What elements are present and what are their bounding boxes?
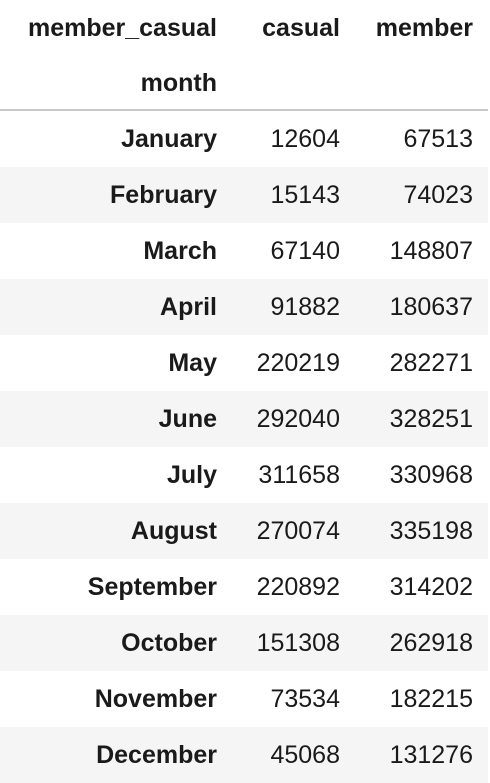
header-divider [0, 109, 488, 111]
cell-member: 67513 [403, 125, 473, 153]
cell-casual: 67140 [270, 237, 340, 265]
cell-casual: 270074 [256, 517, 340, 545]
row-index-month: November [94, 685, 217, 713]
cell-casual: 292040 [256, 405, 340, 433]
row-index-month: April [160, 293, 217, 321]
row-index-month: September [87, 573, 217, 601]
cell-member: 282271 [389, 349, 473, 377]
cell-member: 180637 [389, 293, 473, 321]
row-index-month: January [121, 125, 217, 153]
table-row: July 311658 330968 [0, 447, 488, 503]
header-row-index-name: month [0, 55, 488, 111]
row-index-month: August [130, 517, 217, 545]
cell-casual: 220892 [256, 573, 340, 601]
row-index-month: May [168, 349, 217, 377]
row-index-month: March [143, 237, 217, 265]
cell-member: 262918 [389, 629, 473, 657]
table-row: June 292040 328251 [0, 391, 488, 447]
column-header-member: member [375, 14, 473, 42]
cell-casual: 220219 [256, 349, 340, 377]
cell-member: 182215 [389, 685, 473, 713]
column-header-casual: casual [262, 14, 340, 42]
table-row: September 220892 314202 [0, 559, 488, 615]
header-row-columns: member_casual casual member [0, 0, 488, 56]
columns-name-label: member_casual [27, 14, 217, 42]
cell-member: 131276 [389, 741, 473, 769]
index-name-label: month [140, 69, 217, 97]
cell-member: 74023 [403, 181, 473, 209]
cell-casual: 12604 [270, 125, 340, 153]
table-row: October 151308 262918 [0, 615, 488, 671]
cell-member: 330968 [389, 461, 473, 489]
cell-member: 328251 [389, 405, 473, 433]
table-row: March 67140 148807 [0, 223, 488, 279]
table-row: December 45068 131276 [0, 727, 488, 783]
cell-casual: 73534 [270, 685, 340, 713]
row-index-month: February [110, 181, 217, 209]
cell-casual: 45068 [270, 741, 340, 769]
table-row: May 220219 282271 [0, 335, 488, 391]
table-row: November 73534 182215 [0, 671, 488, 727]
row-index-month: July [166, 461, 217, 489]
row-index-month: June [158, 405, 217, 433]
cell-casual: 15143 [270, 181, 340, 209]
cell-casual: 311658 [258, 461, 340, 489]
cell-member: 148807 [389, 237, 473, 265]
cell-member: 314202 [389, 573, 473, 601]
cell-member: 335198 [389, 517, 473, 545]
row-index-month: October [121, 629, 217, 657]
table-row: February 15143 74023 [0, 167, 488, 223]
row-index-month: December [96, 741, 217, 769]
table-row: January 12604 67513 [0, 111, 488, 167]
cell-casual: 91882 [270, 293, 340, 321]
table-row: August 270074 335198 [0, 503, 488, 559]
cell-casual: 151308 [256, 629, 340, 657]
table-row: April 91882 180637 [0, 279, 488, 335]
